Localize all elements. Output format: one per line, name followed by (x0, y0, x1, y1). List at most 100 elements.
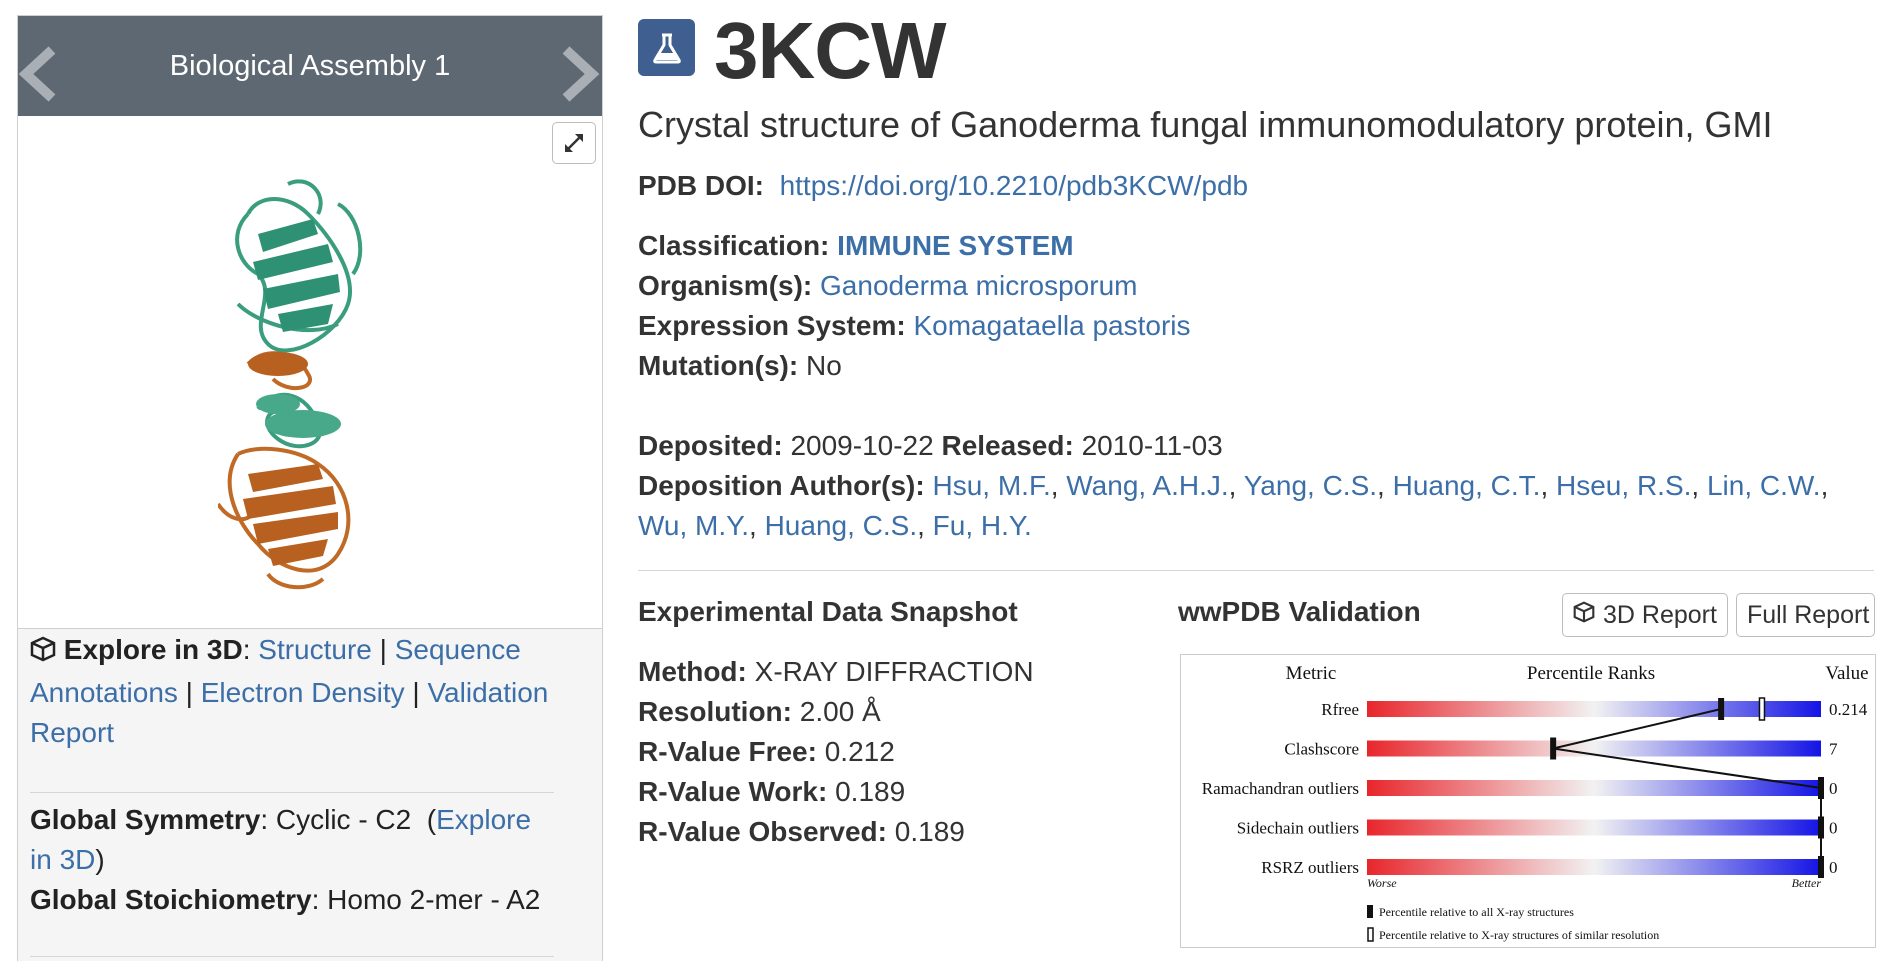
author-link[interactable]: Lin, C.W. (1706, 470, 1821, 501)
validation-title: wwPDB Validation (1178, 596, 1421, 627)
percentile-bar (1367, 780, 1821, 796)
resolution-label: Resolution: (638, 696, 792, 727)
validation-percentile-chart[interactable]: Metric Percentile Ranks Value Rfree 0.214… (1180, 654, 1876, 948)
doi-label: PDB DOI: (638, 170, 764, 201)
explore-in-3d-section: Explore in 3D: Structure | Sequence Anno… (30, 633, 549, 748)
percentile-bar (1367, 859, 1821, 875)
global-stoichiometry-value: Homo 2-mer - A2 (327, 884, 541, 915)
sequence-annotations-link[interactable]: Sequence Annotations (30, 634, 521, 708)
metric-label: Clashscore (1284, 740, 1359, 759)
robs-label: R-Value Observed: (638, 816, 887, 847)
classification-link[interactable]: IMMUNE SYSTEM (837, 230, 1074, 261)
author-link[interactable]: Huang, C.T. (1392, 470, 1541, 501)
structure-title: Crystal structure of Ganoderma fungal im… (638, 104, 1773, 145)
percentile-bar (1367, 819, 1821, 836)
classification-label: Classification: (638, 230, 830, 261)
cube-icon (30, 633, 56, 673)
author-link[interactable]: Wang, A.H.J. (1066, 470, 1229, 501)
percentile-bar (1367, 740, 1821, 757)
legend-similar-marker (1367, 927, 1374, 942)
rwork-value: 0.189 (835, 776, 906, 807)
legend-similar-label: Percentile relative to X-ray structures … (1379, 928, 1659, 942)
percentile-bar (1367, 701, 1821, 717)
metric-value: 0 (1829, 858, 1838, 877)
rwork-label: R-Value Work: (638, 776, 828, 807)
global-stoichiometry-label: Global Stoichiometry (30, 884, 312, 915)
pdb-id: 3KCW (714, 6, 947, 95)
classification-row: Classification: IMMUNE SYSTEM (638, 230, 1074, 262)
full-report-label: Full Report (1747, 600, 1870, 629)
metric-label: Ramachandran outliers (1202, 779, 1359, 798)
expression-row: Expression System: Komagataella pastoris (638, 310, 1191, 342)
released-label: Released: (941, 430, 1074, 461)
expand-icon (565, 134, 583, 152)
rfree-label: R-Value Free: (638, 736, 817, 767)
expression-link[interactable]: Komagataella pastoris (913, 310, 1191, 341)
previous-arrow-icon[interactable] (18, 46, 58, 102)
metric-value: 0.214 (1829, 700, 1868, 719)
cube-icon (1573, 601, 1595, 630)
authors-label: Deposition Author(s): (638, 470, 925, 501)
percentile-all-marker (1550, 737, 1557, 760)
electron-density-link[interactable]: Electron Density (200, 677, 405, 708)
explore-label: Explore in 3D (63, 634, 243, 665)
mutation-label: Mutation(s): (638, 350, 799, 381)
deposited-label: Deposited: (638, 430, 783, 461)
global-symmetry-value: Cyclic - C2 (275, 804, 412, 835)
mutation-value: No (805, 350, 842, 381)
chart-header-value: Value (1825, 663, 1868, 684)
carousel-header: Biological Assembly 1 (18, 16, 602, 116)
rfree-value: 0.212 (824, 736, 895, 767)
percentile-all-marker (1818, 777, 1824, 799)
metric-value: 0 (1829, 779, 1838, 798)
symmetry-explore-link[interactable]: Explore in 3D (30, 804, 532, 875)
expression-label: Expression System: (638, 310, 906, 341)
metric-label: Sidechain outliers (1237, 819, 1359, 838)
legend-all-label: Percentile relative to all X-ray structu… (1379, 905, 1574, 919)
percentile-all-marker (1818, 816, 1824, 839)
method-value: X-RAY DIFFRACTION (754, 656, 1034, 687)
authors-row-1: Deposition Author(s): Hsu, M.F., Wang, A… (638, 470, 1829, 501)
full-report-button[interactable]: Full Report (1736, 593, 1875, 637)
author-link[interactable]: Huang, C.S. (764, 510, 918, 541)
author-link[interactable]: Hsu, M.F. (932, 470, 1051, 501)
3d-report-button[interactable]: 3D Report (1562, 593, 1728, 637)
carousel-title: Biological Assembly 1 (169, 49, 451, 82)
author-link[interactable]: Fu, H.Y. (932, 510, 1032, 541)
organism-label: Organism(s): (638, 270, 813, 301)
author-link[interactable]: Wu, M.Y. (638, 510, 750, 541)
robs-row: R-Value Observed: 0.189 (638, 816, 965, 848)
metric-label: RSRZ outliers (1261, 858, 1359, 877)
resolution-value: 2.00 Å (799, 696, 881, 727)
author-link[interactable]: Hseu, R.S. (1556, 470, 1692, 501)
flask-icon (638, 19, 695, 76)
structure-image-area[interactable] (18, 116, 602, 629)
expand-button[interactable] (552, 122, 596, 164)
dates-row: Deposited: 2009-10-22 Released: 2010-11-… (638, 430, 1223, 462)
next-arrow-icon[interactable] (560, 46, 600, 102)
chart-header-metric: Metric (1286, 663, 1337, 684)
rfree-row: R-Value Free: 0.212 (638, 736, 895, 768)
legend-all-marker (1367, 905, 1373, 918)
authors-row-2: Wu, M.Y., Huang, C.S., Fu, H.Y. (638, 510, 1032, 541)
3d-report-label: 3D Report (1603, 600, 1717, 629)
organism-link[interactable]: Ganoderma microsporum (820, 270, 1138, 301)
author-link[interactable]: Yang, C.S. (1243, 470, 1378, 501)
doi-link[interactable]: https://doi.org/10.2210/pdb3KCW/pdb (779, 170, 1249, 201)
mutation-row: Mutation(s): No (638, 350, 842, 382)
global-symmetry-label: Global Symmetry (30, 804, 261, 835)
structure-link[interactable]: Structure (258, 634, 372, 665)
validation-report-link[interactable]: Validation Report (30, 677, 549, 748)
percentile-similar-marker (1758, 697, 1766, 721)
released-date: 2010-11-03 (1081, 430, 1223, 461)
rwork-row: R-Value Work: 0.189 (638, 776, 905, 808)
metric-value: 0 (1829, 819, 1838, 838)
snapshot-title: Experimental Data Snapshot (638, 596, 1018, 627)
worse-label: Worse (1367, 876, 1397, 890)
better-label: Better (1792, 876, 1822, 890)
percentile-all-marker (1818, 856, 1824, 878)
chart-header-percentile: Percentile Ranks (1527, 663, 1655, 684)
divider (30, 956, 554, 957)
molecule-icon (218, 179, 363, 590)
robs-value: 0.189 (894, 816, 965, 847)
